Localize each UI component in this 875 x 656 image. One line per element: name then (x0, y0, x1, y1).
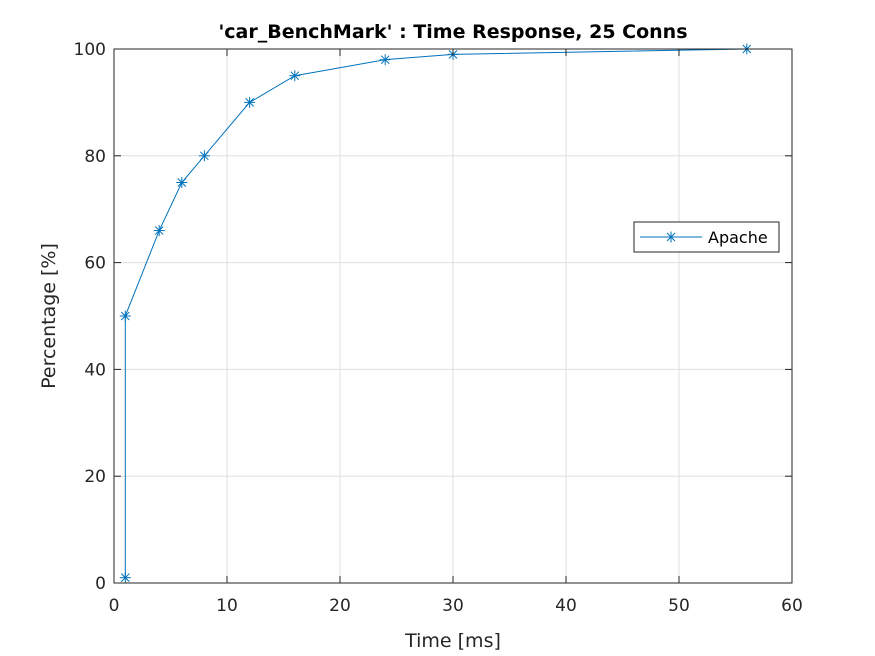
data-point-marker (198, 150, 210, 162)
data-point-marker (379, 54, 391, 66)
data-point-marker (289, 70, 301, 82)
x-tick-label: 0 (109, 596, 120, 616)
y-tick-label: 20 (84, 467, 106, 487)
data-point-marker (119, 572, 131, 584)
legend-marker-apache (665, 231, 677, 243)
tick-labels: 0 10 20 30 40 50 60 0 20 40 60 80 100 (74, 40, 803, 616)
y-tick-label: 40 (84, 360, 106, 380)
y-tick-label: 80 (84, 147, 106, 167)
legend: Apache (633, 221, 780, 253)
plot-area (113, 43, 793, 584)
legend-label-apache: Apache (708, 228, 768, 247)
x-axis-label: Time [ms] (404, 630, 501, 652)
x-tick-label: 60 (781, 596, 803, 616)
y-axis-label: Percentage [%] (38, 243, 60, 389)
legend-asterisk-icon (665, 231, 677, 243)
y-tick-label: 0 (95, 574, 106, 594)
x-tick-label: 30 (442, 596, 464, 616)
data-point-marker (176, 177, 188, 188)
data-point-marker (244, 96, 256, 108)
y-tick-label: 60 (84, 254, 106, 274)
x-tick-label: 50 (668, 596, 690, 616)
x-tick-label: 40 (555, 596, 577, 616)
series-line-apache (124, 48, 747, 578)
data-point-marker (119, 310, 131, 322)
grid-lines (114, 49, 792, 583)
data-point-marker (153, 225, 165, 237)
axis-ticks (113, 48, 793, 584)
chart-title: 'car_BenchMark' : Time Response, 25 Conn… (218, 21, 687, 43)
y-tick-label: 100 (74, 40, 106, 60)
x-tick-label: 20 (329, 596, 351, 616)
x-tick-label: 10 (216, 596, 238, 616)
